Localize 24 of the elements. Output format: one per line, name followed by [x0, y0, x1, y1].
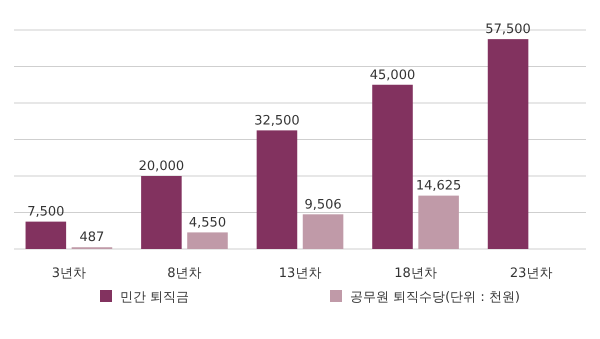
bar	[187, 232, 228, 249]
x-tick-label: 23년차	[510, 266, 552, 281]
bar	[488, 39, 528, 249]
x-tick-label: 3년차	[52, 266, 86, 281]
bar	[141, 176, 182, 249]
bar	[302, 214, 344, 249]
bar	[256, 130, 298, 249]
bar	[418, 196, 459, 249]
data-label: 4,550	[188, 215, 226, 230]
data-label: 487	[80, 230, 104, 246]
x-tick-label: 13년차	[278, 266, 322, 281]
legend-label: 공무원 퇴직수당(단위 : 천원)	[350, 290, 520, 305]
x-tick-label: 18년차	[394, 266, 437, 281]
data-label: 57,500	[485, 22, 531, 38]
data-label: 32,500	[254, 113, 300, 128]
data-label: 9,506	[304, 197, 342, 212]
bar	[372, 84, 413, 249]
data-label: 7,500	[27, 204, 64, 220]
legend-label: 민간 퇴직금	[120, 290, 190, 305]
data-label: 45,000	[370, 68, 416, 83]
x-tick-label: 8년차	[167, 266, 202, 281]
data-label: 20,000	[138, 159, 184, 174]
data-label: 14,625	[416, 178, 462, 194]
bar	[26, 222, 66, 249]
